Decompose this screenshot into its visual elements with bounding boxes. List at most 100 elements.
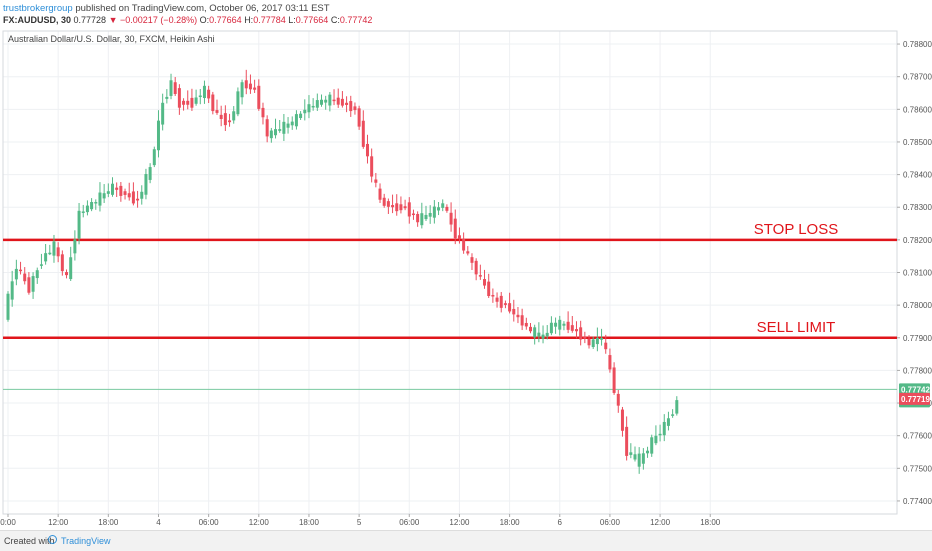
candle-body bbox=[353, 106, 357, 111]
candle-body bbox=[257, 85, 261, 109]
candle-body bbox=[6, 293, 10, 320]
candle-body bbox=[311, 105, 315, 108]
footer: Created with TradingView bbox=[0, 530, 932, 551]
candle-body bbox=[294, 114, 298, 127]
candle-body bbox=[219, 114, 223, 120]
candle-body bbox=[169, 80, 173, 96]
candle-body bbox=[286, 123, 290, 128]
x-tick-label: 4 bbox=[156, 518, 161, 527]
low-label: L: bbox=[288, 15, 296, 25]
time-axis[interactable]: 0:00 12:00 18:00 4 06:00 12:00 18:00 5 06:00 12:0… bbox=[0, 514, 721, 527]
candle-body bbox=[574, 329, 578, 332]
candle-body bbox=[654, 435, 658, 444]
candle-body bbox=[274, 129, 278, 136]
tradingview-link[interactable]: TradingView bbox=[61, 536, 111, 546]
chart-title: Australian Dollar/U.S. Dollar, 30, FXCM,… bbox=[8, 34, 215, 44]
candle-body bbox=[403, 206, 407, 209]
candle-body bbox=[115, 187, 119, 190]
candle-body bbox=[646, 450, 650, 454]
candle-body bbox=[14, 268, 18, 280]
publish-info: trustbrokergroup published on TradingVie… bbox=[3, 3, 330, 14]
levels: STOP LOSS SELL LIMIT bbox=[3, 221, 897, 390]
candle-body bbox=[407, 202, 411, 217]
candle-body bbox=[537, 332, 541, 337]
candle-body bbox=[533, 327, 537, 338]
down-arrow-icon: ▼ bbox=[108, 15, 118, 25]
candle-body bbox=[299, 113, 303, 119]
candle-body bbox=[282, 121, 286, 134]
candle-body bbox=[265, 119, 269, 137]
x-tick-label: 18:00 bbox=[98, 518, 119, 527]
candle-body bbox=[236, 91, 240, 115]
candle-body bbox=[144, 174, 148, 195]
publisher-link[interactable]: trustbrokergroup bbox=[3, 3, 73, 14]
y-tick-label: 0.78400 bbox=[903, 171, 932, 180]
candle-body bbox=[261, 107, 265, 118]
candle-body bbox=[77, 210, 81, 239]
y-tick-label: 0.78800 bbox=[903, 40, 932, 49]
candle-body bbox=[620, 409, 624, 431]
candle-body bbox=[232, 111, 236, 121]
candle-body bbox=[416, 213, 420, 223]
candle-body bbox=[420, 213, 424, 226]
candle-body bbox=[253, 87, 257, 90]
candle-body bbox=[629, 452, 633, 455]
candle-body bbox=[600, 337, 604, 340]
x-tick-label: 12:00 bbox=[48, 518, 69, 527]
candle-body bbox=[182, 100, 186, 105]
candle-body bbox=[10, 281, 14, 300]
candle-body bbox=[428, 212, 432, 217]
y-tick-label: 0.77500 bbox=[903, 464, 932, 473]
candle-body bbox=[382, 197, 386, 206]
candle-body bbox=[666, 418, 670, 426]
chart-area[interactable]: Australian Dollar/U.S. Dollar, 30, FXCM,… bbox=[0, 28, 932, 530]
y-tick-label: 0.78000 bbox=[903, 301, 932, 310]
candle-body bbox=[462, 238, 466, 251]
x-tick-label: 5 bbox=[357, 518, 362, 527]
candle-body bbox=[357, 108, 361, 127]
y-tick-label: 0.78600 bbox=[903, 105, 932, 114]
candle-body bbox=[549, 322, 553, 334]
candle-body bbox=[386, 201, 390, 207]
last-price: 0.77728 bbox=[73, 15, 107, 25]
candle-body bbox=[671, 414, 675, 416]
candle-body bbox=[612, 367, 616, 393]
candle-body bbox=[98, 192, 102, 206]
x-tick-label: 06:00 bbox=[399, 518, 420, 527]
y-tick-label: 0.78700 bbox=[903, 73, 932, 82]
candle-body bbox=[211, 94, 215, 112]
candle-body bbox=[579, 327, 583, 340]
candle-body bbox=[65, 272, 69, 276]
candle-body bbox=[499, 295, 503, 308]
candle-body bbox=[374, 179, 378, 183]
price-chart[interactable]: Australian Dollar/U.S. Dollar, 30, FXCM,… bbox=[0, 28, 932, 530]
candle-body bbox=[395, 203, 399, 212]
x-tick-label: 12:00 bbox=[249, 518, 270, 527]
candle-body bbox=[278, 129, 282, 131]
candle-body bbox=[31, 276, 35, 292]
candle-body bbox=[56, 247, 60, 257]
candle-body bbox=[591, 339, 595, 348]
grid-lines bbox=[3, 31, 897, 514]
created-with-label: Created with bbox=[4, 536, 55, 546]
candle-body bbox=[186, 100, 190, 105]
level-label: SELL LIMIT bbox=[757, 319, 836, 336]
candle-body bbox=[478, 275, 482, 277]
last-price-badge-bg bbox=[899, 383, 930, 396]
candle-body bbox=[156, 120, 160, 151]
x-tick-label: 18:00 bbox=[700, 518, 721, 527]
candle-body bbox=[616, 393, 620, 406]
candle-body bbox=[340, 98, 344, 106]
ohlc-bar: FX:AUDUSD, 30 0.77728 ▼ −0.00217 (−0.28%… bbox=[3, 15, 372, 25]
candle-body bbox=[27, 277, 31, 293]
candle-body bbox=[328, 94, 332, 106]
candle-body bbox=[332, 99, 336, 102]
candle-body bbox=[583, 337, 587, 339]
candle-body bbox=[161, 102, 165, 125]
price-axis[interactable]: 0.78800 0.78700 0.78600 0.78500 0.78400 0.783… bbox=[897, 40, 932, 506]
candle-body bbox=[595, 337, 599, 345]
x-tick-label: 18:00 bbox=[299, 518, 320, 527]
price-change: −0.00217 (−0.28%) bbox=[120, 15, 198, 25]
candle-body bbox=[39, 264, 43, 266]
candle-body bbox=[349, 101, 353, 112]
